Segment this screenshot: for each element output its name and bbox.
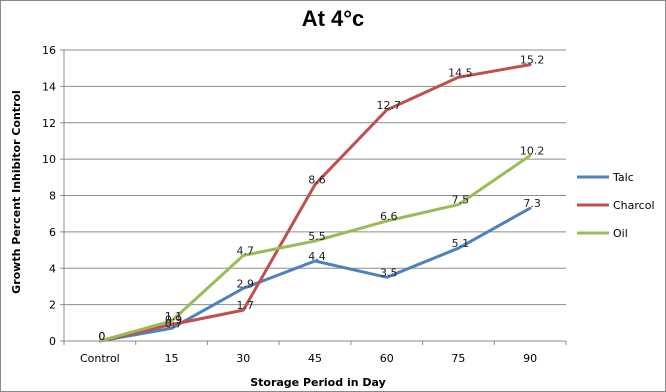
- x-tick-label: Control: [80, 352, 120, 365]
- x-tick-label: 45: [308, 352, 322, 365]
- data-label-talc: 0: [98, 330, 105, 343]
- y-tick-label: 6: [49, 226, 56, 239]
- data-label-talc: 2.9: [237, 277, 255, 290]
- legend-label-charcol: Charcol: [613, 199, 655, 212]
- data-label-oil: 10.2: [520, 144, 545, 157]
- data-label-oil: 0: [98, 330, 105, 343]
- data-label-charcol: 0.9: [165, 314, 183, 327]
- data-label-charcol: 14.5: [448, 66, 473, 79]
- y-tick-label: 2: [49, 299, 56, 312]
- data-label-charcol: 8.6: [308, 174, 326, 187]
- y-tick-label: 16: [42, 44, 56, 57]
- data-label-talc: 0.7: [165, 317, 183, 330]
- series-lines: [98, 63, 532, 343]
- y-tick-label: 14: [42, 80, 56, 93]
- y-tick-labels: 0 2 4 6 8 10 12 14 16: [42, 44, 56, 348]
- data-label-charcol: 1.7: [237, 299, 255, 312]
- axes: [60, 49, 567, 345]
- data-label-oil: 1.1: [165, 310, 183, 323]
- data-label-talc: 5.1: [452, 237, 470, 250]
- data-label-charcol: 15.2: [520, 54, 545, 67]
- data-label-oil: 5.5: [308, 230, 326, 243]
- x-tick-label: 30: [236, 352, 250, 365]
- data-label-charcol: 0: [98, 330, 105, 343]
- y-axis-title: Growth Percent Inhibitor Control: [10, 90, 23, 294]
- legend-label-talc: Talc: [612, 171, 634, 184]
- data-label-talc: 3.5: [380, 266, 398, 279]
- x-tick-label: 15: [165, 352, 179, 365]
- y-tick-label: 0: [49, 335, 56, 348]
- y-tick-label: 8: [49, 190, 56, 203]
- x-tick-label: 60: [380, 352, 394, 365]
- series-line-talc: [98, 206, 532, 343]
- x-tick-labels: Control 15 30 45 60 75 90: [80, 352, 537, 365]
- legend: Talc Charcol Oil: [577, 171, 655, 240]
- data-label-oil: 6.6: [380, 210, 398, 223]
- data-label-oil: 4.7: [237, 245, 255, 258]
- x-tick-label: 90: [523, 352, 537, 365]
- y-tick-label: 12: [42, 117, 56, 130]
- data-label-oil: 7.5: [452, 194, 470, 207]
- legend-label-oil: Oil: [613, 227, 628, 240]
- series-line-oil: [98, 154, 532, 343]
- grid: [64, 49, 566, 306]
- data-label-talc: 7.3: [523, 197, 541, 210]
- data-label-talc: 4.4: [308, 250, 326, 263]
- chart-title: At 4°c: [302, 6, 365, 31]
- x-tick-label: 75: [451, 352, 465, 365]
- data-label-charcol: 12.7: [376, 99, 401, 112]
- data-labels: 00.72.94.43.55.17.300.91.78.612.714.515.…: [98, 54, 544, 343]
- y-tick-label: 4: [49, 262, 56, 275]
- series-line-charcol: [98, 63, 532, 343]
- x-axis-title: Storage Period in Day: [250, 376, 386, 389]
- y-tick-label: 10: [42, 153, 56, 166]
